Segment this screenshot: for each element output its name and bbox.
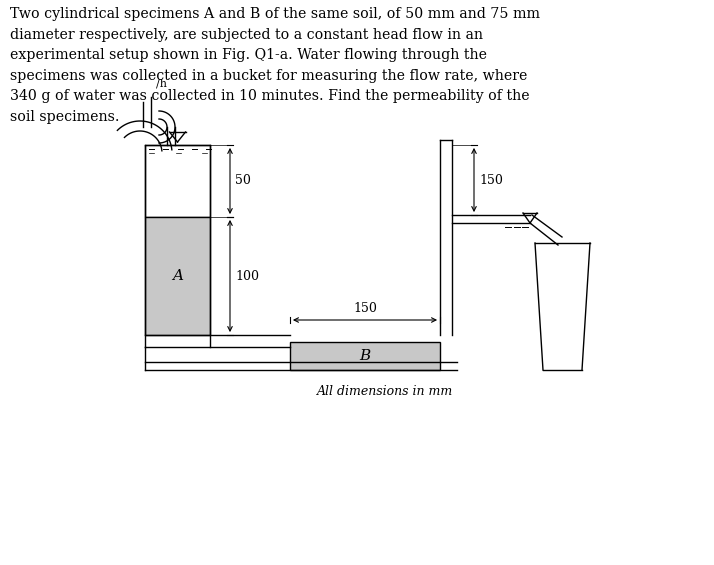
Bar — [290, 342, 440, 370]
Text: A: A — [172, 269, 183, 283]
Text: 150: 150 — [479, 173, 503, 186]
Text: B: B — [359, 350, 371, 363]
Text: /h: /h — [156, 79, 168, 89]
Text: All dimensions in mm: All dimensions in mm — [317, 385, 453, 398]
Bar — [145, 145, 210, 217]
Text: 100: 100 — [235, 270, 259, 282]
Text: Two cylindrical specimens A and B of the same soil, of 50 mm and 75 mm
diameter : Two cylindrical specimens A and B of the… — [10, 7, 540, 124]
Text: 50: 50 — [235, 175, 251, 188]
Text: 150: 150 — [353, 302, 377, 315]
Bar — [145, 217, 210, 335]
